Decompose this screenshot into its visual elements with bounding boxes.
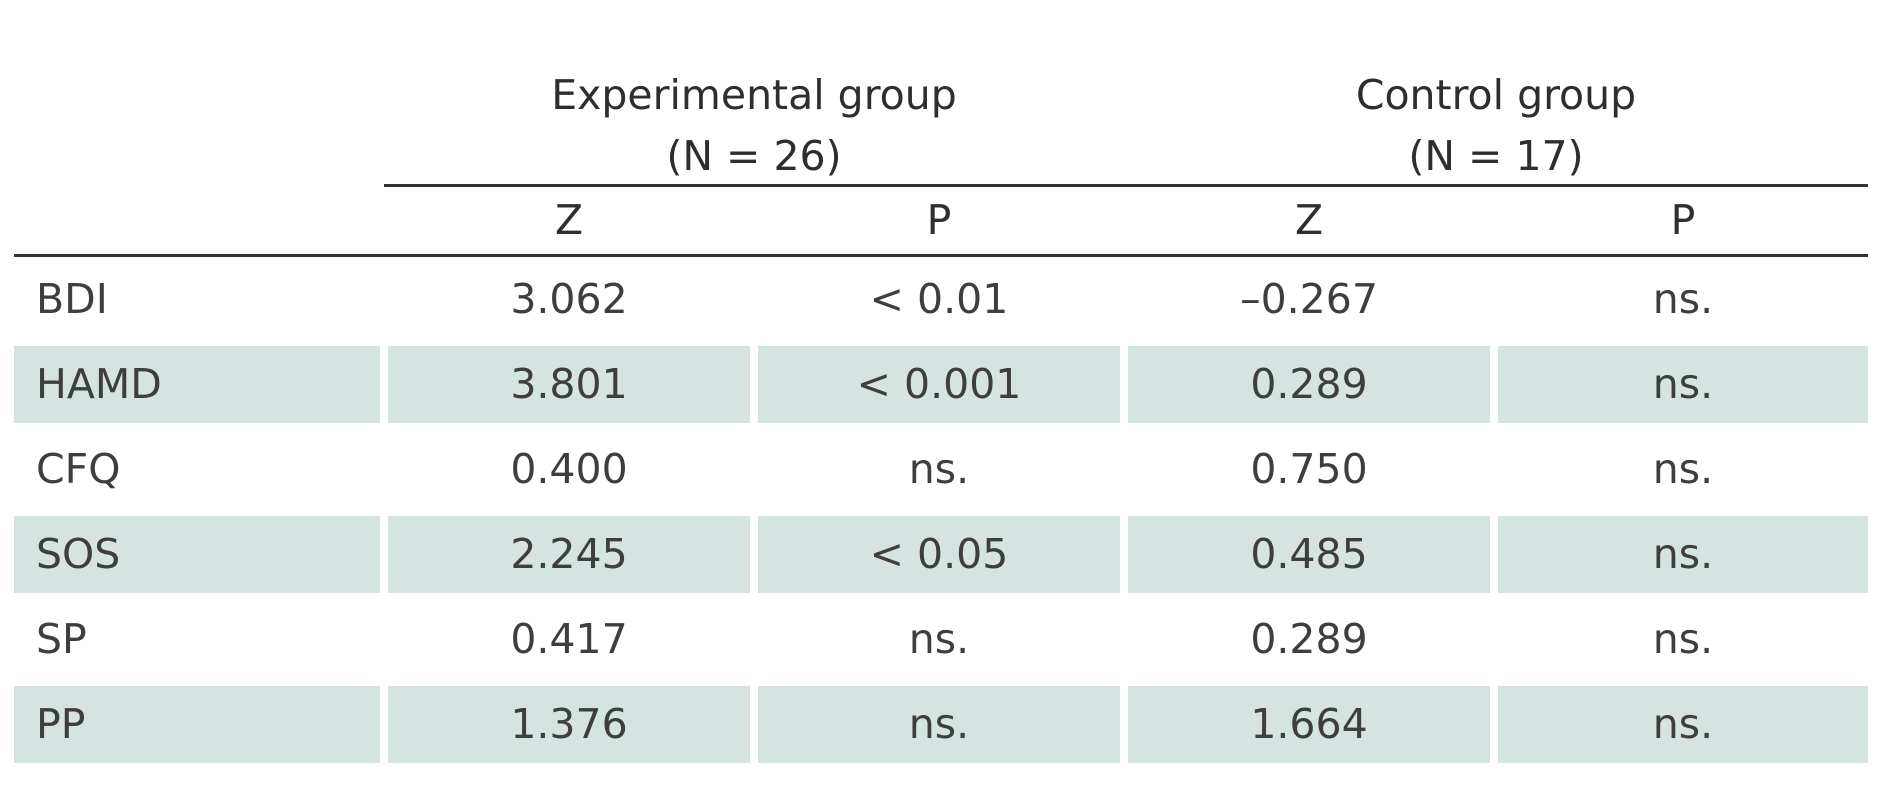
table-row: SP 0.417 ns. 0.289 ns. [14,597,1868,682]
cell-ctl-p: ns. [1652,615,1714,663]
cell-ctl-z: 0.750 [1250,445,1368,493]
cell-ctl-p: ns. [1498,686,1868,763]
cell-exp-p: ns. [908,445,970,493]
cell-exp-z: 3.062 [510,275,628,323]
column-header-row: Z P Z P [14,187,1868,257]
cell-ctl-p: ns. [1498,516,1868,593]
table-row: SOS 2.245 < 0.05 0.485 ns. [14,512,1868,597]
cell-ctl-p: ns. [1652,275,1714,323]
row-label: SP [36,615,87,663]
group-name: Experimental group [551,71,957,119]
row-label: PP [14,686,380,763]
group-header-rule [384,184,1868,187]
column-header-exp-z: Z [554,196,584,244]
cell-exp-z: 3.801 [388,346,750,423]
group-header-row: Experimental group (N = 26) Control grou… [14,60,1868,187]
column-header-ctl-p: P [1670,196,1696,244]
group-n: (N = 17) [1408,132,1584,180]
row-label: BDI [36,275,108,323]
cell-ctl-z: 0.289 [1128,346,1490,423]
cell-exp-z: 2.245 [388,516,750,593]
cell-exp-p: < 0.01 [869,275,1009,323]
cell-exp-z: 1.376 [388,686,750,763]
row-label: CFQ [36,445,121,493]
cell-exp-p: ns. [758,686,1120,763]
results-table: Experimental group (N = 26) Control grou… [14,60,1868,767]
column-header-ctl-z: Z [1294,196,1324,244]
group-n: (N = 26) [666,132,842,180]
cell-ctl-p: ns. [1498,346,1868,423]
column-header-exp-p: P [926,196,952,244]
experimental-group-header: Experimental group (N = 26) [384,65,1124,187]
cell-ctl-z: –0.267 [1240,275,1378,323]
group-name: Control group [1355,71,1637,119]
cell-ctl-z: 0.485 [1128,516,1490,593]
table-row: BDI 3.062 < 0.01 –0.267 ns. [14,257,1868,342]
cell-exp-p: < 0.05 [758,516,1120,593]
cell-exp-p: < 0.001 [758,346,1120,423]
cell-ctl-z: 0.289 [1250,615,1368,663]
control-group-header: Control group (N = 17) [1124,65,1868,187]
table-row: HAMD 3.801 < 0.001 0.289 ns. [14,342,1868,427]
row-label: SOS [14,516,380,593]
row-label: HAMD [14,346,380,423]
cell-ctl-z: 1.664 [1128,686,1490,763]
cell-exp-z: 0.417 [510,615,628,663]
cell-exp-p: ns. [908,615,970,663]
table-row: PP 1.376 ns. 1.664 ns. [14,682,1868,767]
cell-exp-z: 0.400 [510,445,628,493]
table-row: CFQ 0.400 ns. 0.750 ns. [14,427,1868,512]
cell-ctl-p: ns. [1652,445,1714,493]
